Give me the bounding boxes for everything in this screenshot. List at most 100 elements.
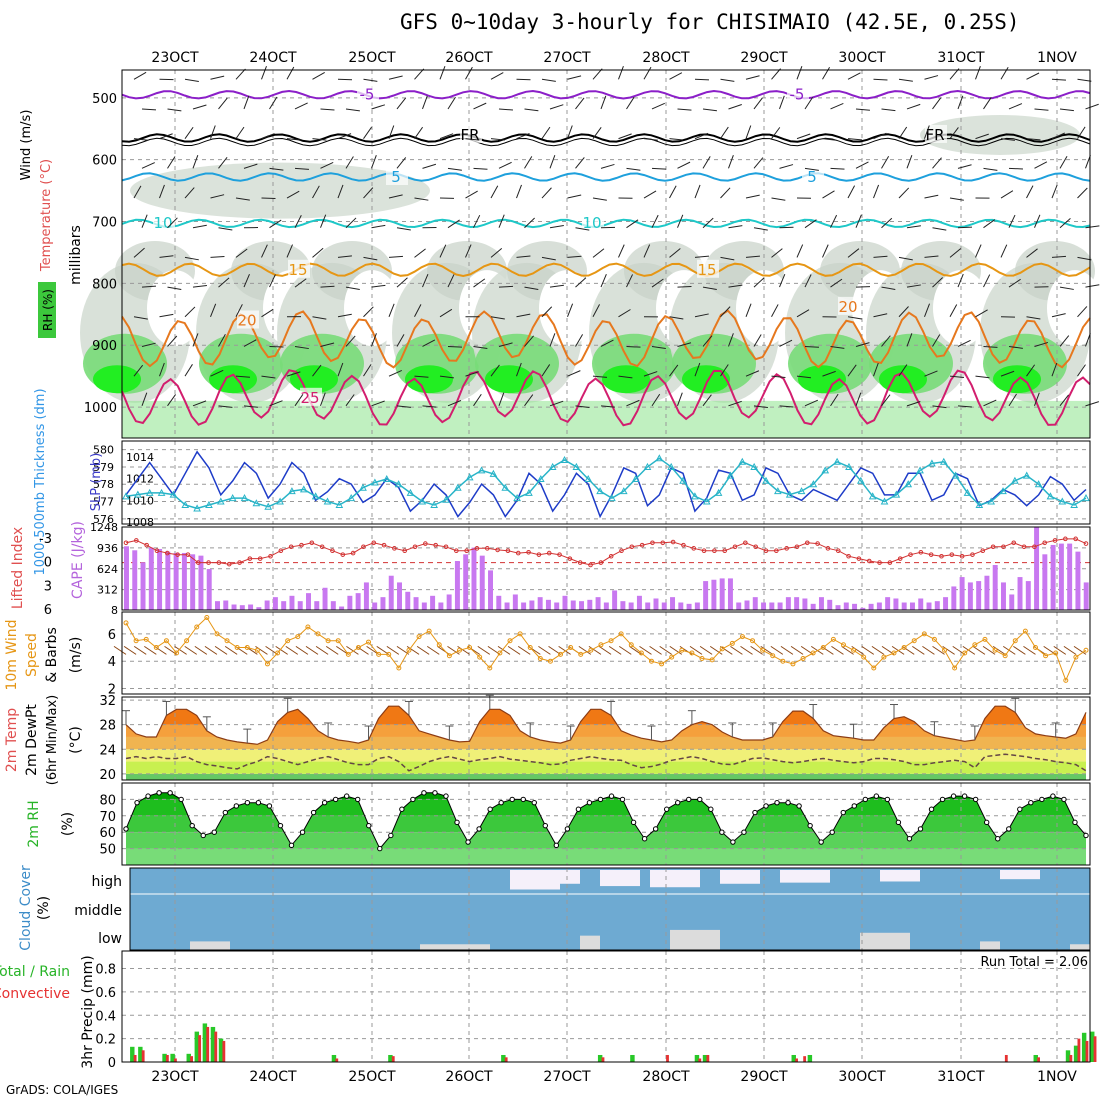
lifted-index-marker: [897, 556, 903, 561]
contour-label: 15: [288, 261, 307, 279]
wind-barb: [214, 645, 228, 655]
precip-total-bar: [162, 1053, 167, 1062]
lifted-index-marker: [1032, 544, 1037, 550]
wind-barb: [337, 184, 344, 199]
cape-bar: [479, 555, 485, 610]
wind-barb: [932, 157, 942, 169]
wind-barb: [699, 645, 713, 655]
wind-barb: [796, 133, 811, 140]
rh-marker: [553, 842, 560, 849]
wind-barb: [924, 255, 939, 258]
wind-barb: [524, 217, 535, 229]
wind-barb: [235, 126, 245, 139]
wind-barb: [517, 645, 531, 655]
wind-barb: [898, 126, 908, 139]
wind-speed-marker: [325, 638, 331, 644]
rh-dry-pocket: [1047, 270, 1100, 347]
cape-bar: [190, 554, 196, 610]
lifted-index-marker: [1021, 544, 1027, 550]
wind-barb: [439, 66, 446, 80]
wind-barb: [924, 370, 938, 377]
wind-barb: [618, 244, 625, 258]
wind-barb: [490, 138, 505, 141]
wind-barb: [473, 102, 487, 110]
wind-barb: [1077, 187, 1088, 199]
wind-barb: [141, 392, 148, 407]
precip-total-bar: [218, 1038, 224, 1062]
wind-barb: [881, 156, 890, 169]
cape-bar: [355, 593, 361, 610]
cape-bar: [670, 597, 676, 610]
wind-barb: [498, 392, 505, 407]
date-label-top: 27OCT: [543, 50, 591, 66]
thickness-tick-label: 580: [93, 444, 114, 457]
wind-speed-marker: [891, 650, 897, 656]
thickness-marker: [904, 480, 913, 488]
date-label-top: 1NOV: [1037, 50, 1077, 66]
rh-marker: [1017, 806, 1023, 812]
wind-speed-marker: [931, 636, 937, 642]
wind-barb: [465, 66, 473, 80]
cape-bar: [959, 577, 965, 610]
wind-barb: [312, 247, 324, 258]
rh-marker: [730, 839, 736, 845]
wind-speed-marker: [335, 638, 341, 644]
wind-speed-marker: [123, 620, 129, 626]
wind-barb: [1063, 645, 1077, 655]
chart-title: GFS 0~10day 3-hourly for CHISIMAIO (42.5…: [400, 10, 1020, 34]
precip-convective-bar: [795, 1058, 798, 1062]
wind-barb: [549, 104, 564, 110]
rh-marker: [597, 796, 604, 803]
wind-barb: [643, 138, 658, 141]
cape-bar: [802, 598, 808, 610]
wind-barb: [541, 256, 556, 261]
cape-bar: [388, 575, 394, 610]
wind-barb: [702, 108, 717, 112]
wind-barb: [1059, 108, 1074, 112]
precip-side-label: Total / Rain: [0, 964, 70, 980]
rh-shade-saturated: [682, 365, 730, 394]
rh-marker: [200, 832, 206, 839]
wind-speed-marker: [1083, 647, 1089, 653]
wind-barb: [490, 364, 500, 377]
wind-barb: [439, 308, 453, 318]
wind-barb: [830, 278, 843, 288]
lifted-index-marker: [505, 548, 511, 554]
high-cloud-gap: [880, 870, 920, 882]
rh-marker: [972, 796, 979, 803]
thickness-marker: [750, 462, 758, 470]
wind-barb: [337, 255, 352, 258]
wind-speed-marker: [244, 645, 250, 651]
wind-barb: [524, 394, 534, 407]
wind-barb: [796, 244, 804, 258]
lifted-index-marker: [763, 548, 769, 554]
pressure-tick-label: 1000: [84, 401, 117, 416]
wind-speed-marker: [376, 651, 382, 657]
wind-barb: [1085, 103, 1099, 110]
lifted-index-marker: [846, 553, 851, 559]
wind-speed-marker: [699, 655, 705, 661]
low-cloud-gap: [580, 935, 600, 950]
wind-barb: [600, 405, 615, 408]
wind-speed-marker: [648, 658, 654, 664]
wind-speed-marker: [527, 645, 533, 651]
date-label-top: 30OCT: [838, 50, 886, 66]
contour-label: 25: [300, 389, 319, 407]
cape-bar: [421, 602, 427, 610]
wind-barb: [949, 127, 959, 139]
wind-barb: [312, 185, 320, 199]
wind-barb: [898, 187, 910, 199]
wind-barb: [753, 227, 768, 231]
wind-barb: [1026, 248, 1038, 258]
wind-barb: [592, 375, 607, 378]
precip-convective-bar: [1093, 1036, 1097, 1062]
pressure-tick-label: 900: [92, 339, 117, 354]
thickness-marker: [1070, 500, 1078, 508]
cape-li-panel: 1248 936 624 312 8 -3 0 3 6 Lifted Index CAPE (J/k…: [10, 521, 1091, 618]
wind-barb: [371, 224, 386, 229]
wind-barb: [473, 214, 481, 228]
lifted-index-marker: [144, 542, 149, 548]
wind-barb: [745, 75, 760, 80]
rh-legend-swatch: [38, 282, 56, 338]
cape-bar: [215, 601, 220, 610]
